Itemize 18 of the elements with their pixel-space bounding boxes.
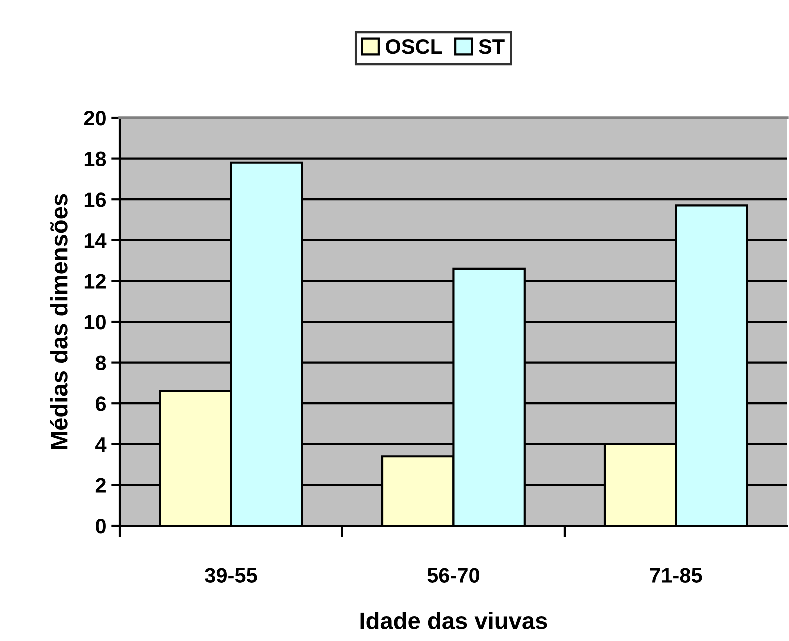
y-tick-label: 18: [84, 152, 106, 167]
x-tick-label: 71-85: [650, 568, 702, 583]
y-tick-label: 14: [84, 234, 107, 248]
y-tick-label: 2: [96, 478, 106, 493]
x-tick-label: 39-55: [205, 568, 258, 583]
x-tick-label: 56-70: [428, 568, 480, 583]
legend-label: ST: [479, 39, 505, 54]
y-tick-label: 16: [84, 192, 106, 208]
y-tick-label: 12: [84, 274, 106, 289]
y-tick-label: 0: [96, 519, 106, 534]
y-tick-label: 8: [96, 356, 106, 371]
y-tick-label: 6: [96, 396, 106, 412]
y-tick-label: 20: [84, 111, 106, 126]
y-tick-label: 4: [96, 438, 107, 452]
y-axis-title: Médias das dimensões: [50, 194, 68, 450]
legend-label: OSCL: [386, 39, 442, 54]
y-tick-label: 10: [84, 315, 106, 330]
x-axis-title: Idade das viuvas: [360, 612, 548, 630]
